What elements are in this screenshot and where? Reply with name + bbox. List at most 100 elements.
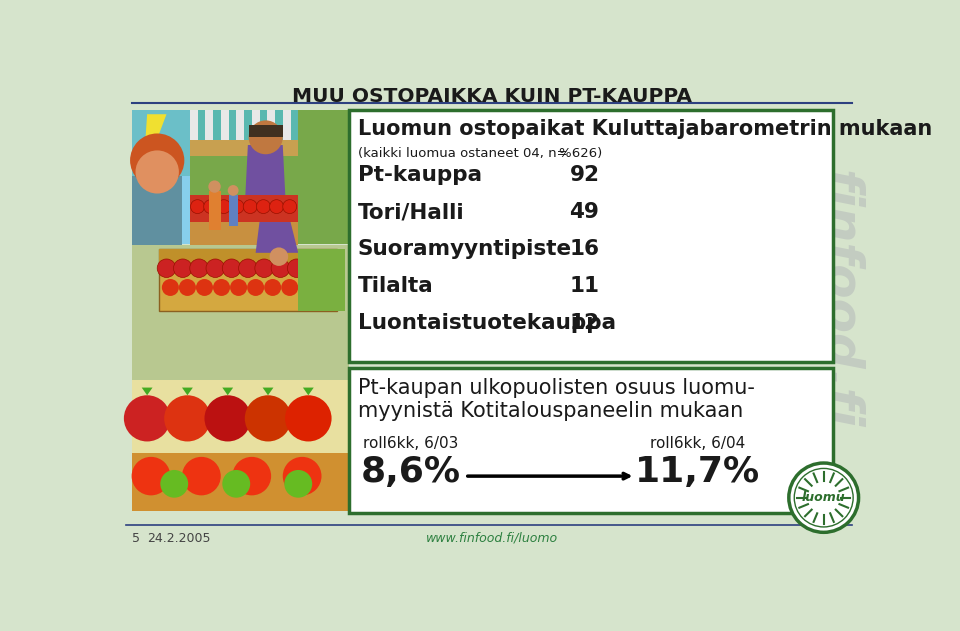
Circle shape bbox=[283, 457, 322, 495]
Circle shape bbox=[160, 470, 188, 498]
Circle shape bbox=[190, 199, 204, 213]
Circle shape bbox=[264, 279, 281, 296]
Circle shape bbox=[190, 259, 208, 278]
Bar bbox=[132, 245, 348, 380]
Text: roll6kk, 6/04: roll6kk, 6/04 bbox=[650, 436, 745, 451]
Circle shape bbox=[182, 457, 221, 495]
Text: roll6kk, 6/03: roll6kk, 6/03 bbox=[363, 436, 458, 451]
FancyBboxPatch shape bbox=[348, 369, 833, 513]
Text: (kaikki luomua ostaneet 04, n= 626): (kaikki luomua ostaneet 04, n= 626) bbox=[358, 146, 602, 160]
Bar bbox=[190, 218, 299, 245]
Circle shape bbox=[239, 259, 257, 278]
Text: Pt-kaupan ulkopuolisten osuus luomu-: Pt-kaupan ulkopuolisten osuus luomu- bbox=[358, 377, 755, 398]
Circle shape bbox=[284, 470, 312, 498]
Text: Luontaistuotekauppa: Luontaistuotekauppa bbox=[358, 313, 616, 333]
Polygon shape bbox=[132, 176, 182, 322]
Circle shape bbox=[217, 199, 230, 213]
Bar bbox=[132, 110, 348, 244]
Bar bbox=[205, 110, 213, 141]
Circle shape bbox=[285, 395, 331, 442]
Text: myynistä Kotitalouspaneelin mukaan: myynistä Kotitalouspaneelin mukaan bbox=[358, 401, 743, 421]
FancyBboxPatch shape bbox=[348, 110, 833, 362]
Bar bbox=[190, 141, 299, 156]
Circle shape bbox=[247, 279, 264, 296]
Bar bbox=[283, 110, 291, 141]
Text: Luomun ostopaikat Kuluttajabarometrin mukaan: Luomun ostopaikat Kuluttajabarometrin mu… bbox=[358, 119, 932, 139]
Text: 11,7%: 11,7% bbox=[635, 454, 760, 488]
Bar bbox=[190, 110, 198, 141]
Circle shape bbox=[228, 185, 239, 196]
Circle shape bbox=[164, 395, 210, 442]
Bar bbox=[252, 110, 259, 141]
Circle shape bbox=[223, 259, 241, 278]
Circle shape bbox=[270, 199, 283, 213]
Text: www.finfood.fi/luomo: www.finfood.fi/luomo bbox=[426, 531, 558, 545]
Text: 16: 16 bbox=[569, 239, 599, 259]
Text: luomu: luomu bbox=[802, 491, 846, 504]
Polygon shape bbox=[303, 387, 314, 395]
Text: Tilalta: Tilalta bbox=[358, 276, 434, 296]
Text: 5: 5 bbox=[132, 531, 139, 545]
Bar bbox=[158, 249, 337, 264]
Polygon shape bbox=[132, 110, 190, 176]
Bar bbox=[221, 110, 228, 141]
Text: Tori/Halli: Tori/Halli bbox=[358, 202, 465, 222]
Circle shape bbox=[223, 470, 251, 498]
Text: %: % bbox=[558, 146, 570, 160]
Polygon shape bbox=[244, 145, 287, 222]
Circle shape bbox=[230, 279, 247, 296]
Circle shape bbox=[254, 259, 274, 278]
Polygon shape bbox=[255, 222, 299, 253]
Circle shape bbox=[287, 259, 306, 278]
Bar bbox=[158, 249, 337, 310]
Text: finfood.fi: finfood.fi bbox=[815, 170, 863, 428]
Circle shape bbox=[245, 395, 291, 442]
Circle shape bbox=[204, 199, 218, 213]
Circle shape bbox=[135, 150, 179, 194]
Circle shape bbox=[303, 259, 323, 278]
Circle shape bbox=[256, 199, 271, 213]
Circle shape bbox=[232, 457, 271, 495]
Bar bbox=[209, 191, 221, 230]
Bar bbox=[132, 380, 348, 510]
Circle shape bbox=[789, 463, 858, 533]
Bar bbox=[190, 110, 348, 244]
Circle shape bbox=[157, 259, 176, 278]
Bar bbox=[190, 195, 299, 222]
Circle shape bbox=[124, 395, 170, 442]
Text: 12: 12 bbox=[569, 313, 599, 333]
Polygon shape bbox=[143, 114, 170, 180]
Text: 24.2.2005: 24.2.2005 bbox=[147, 531, 210, 545]
Circle shape bbox=[130, 134, 184, 187]
Circle shape bbox=[162, 279, 179, 296]
Circle shape bbox=[271, 259, 290, 278]
Circle shape bbox=[281, 279, 299, 296]
Circle shape bbox=[243, 199, 257, 213]
Bar bbox=[267, 110, 275, 141]
Circle shape bbox=[206, 259, 225, 278]
Text: 92: 92 bbox=[569, 165, 599, 185]
Bar bbox=[236, 110, 244, 141]
Circle shape bbox=[204, 395, 251, 442]
Polygon shape bbox=[142, 387, 153, 395]
Circle shape bbox=[230, 199, 244, 213]
Polygon shape bbox=[249, 125, 283, 138]
Bar bbox=[190, 110, 299, 141]
Circle shape bbox=[196, 279, 213, 296]
Text: Suoramyyntipiste: Suoramyyntipiste bbox=[358, 239, 572, 259]
Bar bbox=[228, 195, 238, 226]
Bar bbox=[132, 453, 348, 510]
Circle shape bbox=[270, 247, 288, 266]
Circle shape bbox=[174, 259, 192, 278]
Polygon shape bbox=[182, 387, 193, 395]
Bar bbox=[299, 249, 345, 310]
Circle shape bbox=[283, 199, 297, 213]
Circle shape bbox=[132, 457, 170, 495]
Polygon shape bbox=[223, 387, 233, 395]
Circle shape bbox=[208, 180, 221, 192]
Text: 49: 49 bbox=[569, 202, 599, 222]
Circle shape bbox=[213, 279, 230, 296]
Polygon shape bbox=[263, 387, 274, 395]
Text: 8,6%: 8,6% bbox=[361, 454, 461, 488]
Circle shape bbox=[249, 121, 283, 154]
